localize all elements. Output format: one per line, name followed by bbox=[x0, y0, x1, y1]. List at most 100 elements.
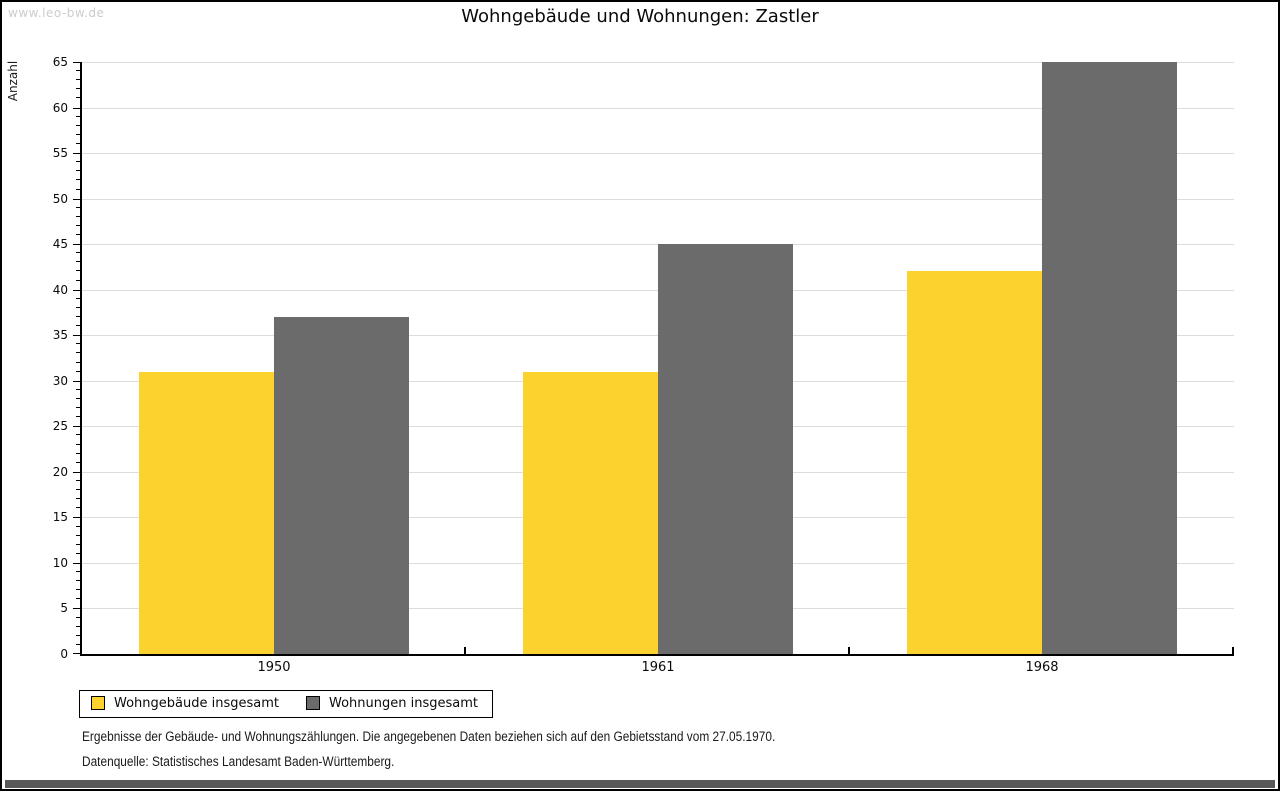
y-minor-tick-47 bbox=[76, 224, 80, 226]
y-tick-65 bbox=[73, 62, 80, 63]
x-axis-line bbox=[80, 654, 1234, 656]
y-tick-label-15: 15 bbox=[52, 510, 68, 525]
y-tick-25 bbox=[73, 426, 80, 428]
y-tick-30 bbox=[73, 380, 80, 382]
y-minor-tick-13 bbox=[76, 534, 80, 536]
y-tick-40 bbox=[73, 289, 80, 291]
y-tick-35 bbox=[73, 335, 80, 337]
y-minor-tick-14 bbox=[76, 525, 80, 527]
y-minor-tick-38 bbox=[76, 306, 80, 308]
y-tick-label-10: 10 bbox=[52, 555, 68, 570]
y-minor-tick-9 bbox=[76, 571, 80, 573]
y-minor-tick-18 bbox=[76, 489, 80, 491]
y-tick-55 bbox=[73, 153, 80, 155]
y-tick-20 bbox=[73, 471, 80, 473]
y-minor-tick-32 bbox=[76, 361, 80, 363]
x-tick-label-1961: 1961 bbox=[641, 660, 675, 675]
bar-wohnungen-1968 bbox=[1042, 62, 1177, 654]
footnote-source-note: Ergebnisse der Gebäude- und Wohnungszähl… bbox=[82, 729, 776, 744]
bottom-strip bbox=[5, 780, 1275, 788]
legend-label-wohngebaeude: Wohngebäude insgesamt bbox=[114, 696, 279, 711]
y-minor-tick-57 bbox=[76, 133, 80, 135]
y-tick-0 bbox=[73, 653, 80, 654]
y-minor-tick-43 bbox=[76, 261, 80, 263]
gridline-y-55 bbox=[82, 153, 1234, 155]
y-minor-tick-29 bbox=[76, 388, 80, 390]
y-minor-tick-19 bbox=[76, 479, 80, 481]
y-axis-line bbox=[80, 62, 82, 656]
chart-title: Wohngebäude und Wohnungen: Zastler bbox=[461, 6, 819, 27]
y-minor-tick-28 bbox=[76, 398, 80, 399]
legend-swatch-wohngebaeude bbox=[91, 696, 105, 710]
x-boundary-tick-2 bbox=[848, 647, 850, 654]
legend-label-wohnungen: Wohnungen insgesamt bbox=[329, 696, 478, 711]
y-minor-tick-12 bbox=[76, 543, 80, 545]
y-minor-tick-31 bbox=[76, 370, 80, 372]
y-tick-label-30: 30 bbox=[52, 373, 68, 388]
y-minor-tick-6 bbox=[76, 598, 80, 600]
y-tick-label-25: 25 bbox=[52, 419, 68, 434]
y-minor-tick-37 bbox=[76, 316, 80, 318]
bar-wohngebäude-1968 bbox=[907, 271, 1042, 654]
y-minor-tick-59 bbox=[76, 115, 80, 117]
y-minor-tick-36 bbox=[76, 325, 80, 327]
bar-wohngebäude-1950 bbox=[139, 371, 274, 654]
y-tick-label-50: 50 bbox=[52, 191, 68, 206]
y-minor-tick-63 bbox=[76, 79, 80, 81]
x-tick-label-1950: 1950 bbox=[257, 660, 291, 675]
y-minor-tick-54 bbox=[76, 161, 80, 163]
y-minor-tick-4 bbox=[76, 616, 80, 618]
y-minor-tick-51 bbox=[76, 188, 80, 190]
y-minor-tick-8 bbox=[76, 580, 80, 582]
gridline-y-60 bbox=[82, 107, 1234, 109]
gridline-y-50 bbox=[82, 198, 1234, 200]
y-minor-tick-24 bbox=[76, 434, 80, 436]
y-minor-tick-16 bbox=[76, 507, 80, 509]
y-tick-label-20: 20 bbox=[52, 464, 68, 479]
y-minor-tick-27 bbox=[76, 407, 80, 409]
y-tick-label-35: 35 bbox=[52, 328, 68, 343]
y-minor-tick-48 bbox=[76, 215, 80, 217]
y-minor-tick-22 bbox=[76, 452, 80, 454]
y-tick-45 bbox=[73, 244, 80, 246]
y-minor-tick-7 bbox=[76, 589, 80, 591]
y-minor-tick-46 bbox=[76, 234, 80, 236]
y-minor-tick-17 bbox=[76, 498, 80, 500]
y-minor-tick-21 bbox=[76, 461, 80, 463]
y-minor-tick-34 bbox=[76, 343, 80, 345]
y-minor-tick-39 bbox=[76, 297, 80, 299]
y-minor-tick-49 bbox=[76, 206, 80, 208]
plot-area: 0 5 10 15 20 25 30 35 40 45 50 55 60 65 1950 1961 1968 bbox=[53, 55, 1234, 675]
bar-wohnungen-1961 bbox=[658, 244, 793, 654]
gridline-y-65 bbox=[82, 62, 1234, 63]
y-minor-tick-58 bbox=[76, 124, 80, 126]
x-boundary-tick-3 bbox=[1232, 647, 1234, 654]
y-minor-tick-3 bbox=[76, 625, 80, 627]
y-minor-tick-61 bbox=[76, 97, 80, 99]
y-minor-tick-2 bbox=[76, 634, 80, 636]
y-tick-label-45: 45 bbox=[52, 237, 68, 252]
y-tick-label-0: 0 bbox=[60, 647, 68, 661]
y-tick-50 bbox=[73, 198, 80, 200]
y-tick-label-40: 40 bbox=[52, 282, 68, 297]
y-tick-10 bbox=[73, 562, 80, 564]
y-minor-tick-1 bbox=[76, 643, 80, 645]
watermark: www.leo-bw.de bbox=[8, 6, 105, 20]
y-minor-tick-53 bbox=[76, 170, 80, 172]
footnote-data-source: Datenquelle: Statistisches Landesamt Bad… bbox=[82, 754, 395, 769]
y-minor-tick-62 bbox=[76, 88, 80, 90]
y-minor-tick-41 bbox=[76, 279, 80, 281]
y-minor-tick-64 bbox=[76, 70, 80, 72]
y-minor-tick-56 bbox=[76, 142, 80, 144]
y-tick-label-65: 65 bbox=[52, 55, 68, 69]
x-boundary-tick-1 bbox=[464, 647, 466, 654]
y-minor-tick-44 bbox=[76, 252, 80, 254]
legend-swatch-wohnungen bbox=[306, 696, 320, 710]
bar-wohnungen-1950 bbox=[274, 317, 409, 654]
x-tick-label-1968: 1968 bbox=[1025, 660, 1059, 675]
y-minor-tick-42 bbox=[76, 270, 80, 272]
legend: Wohngebäude insgesamt Wohnungen insgesam… bbox=[79, 690, 493, 718]
y-tick-label-60: 60 bbox=[52, 100, 68, 115]
y-tick-60 bbox=[73, 107, 80, 109]
